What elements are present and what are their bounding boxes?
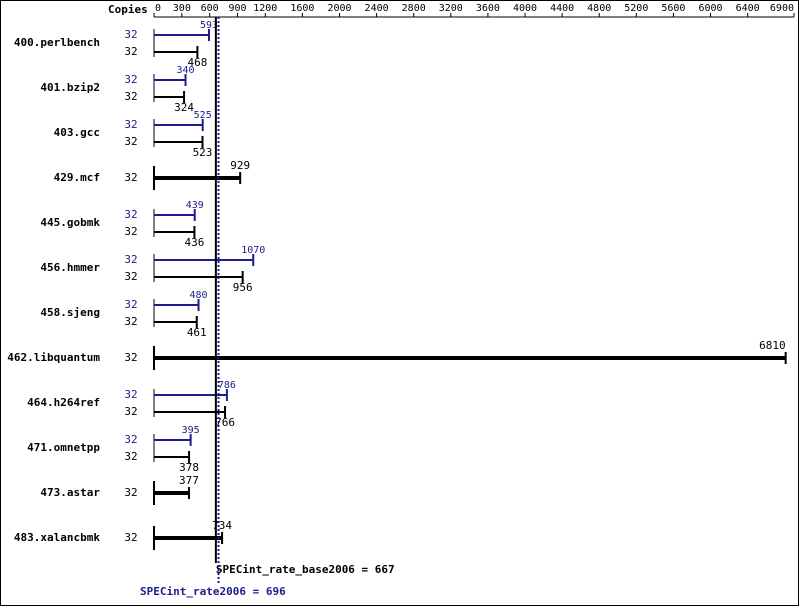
x-tick-label: 6400: [736, 3, 760, 14]
copies-label: 32: [124, 225, 137, 238]
copies-label: 32: [124, 171, 137, 184]
category-label: 401.bzip2: [40, 81, 100, 94]
value-label: 324: [174, 101, 194, 114]
value-label: 956: [233, 281, 253, 294]
category-label: 403.gcc: [54, 126, 100, 139]
x-tick-label: 2400: [365, 3, 389, 14]
x-tick-label: 300: [173, 3, 191, 14]
value-label: 786: [218, 380, 236, 391]
value-label: 525: [194, 110, 212, 121]
x-tick-label: 4800: [587, 3, 611, 14]
copies-label: 32: [124, 405, 137, 418]
value-label: 766: [215, 416, 235, 429]
copies-label: 32: [124, 270, 137, 283]
value-label: 929: [230, 159, 250, 172]
copies-header: Copies: [108, 3, 148, 16]
value-label: 523: [193, 146, 213, 159]
copies-label: 32: [124, 388, 137, 401]
x-tick-label: 5600: [661, 3, 685, 14]
category-label: 483.xalancbmk: [14, 531, 100, 544]
copies-label: 32: [124, 298, 137, 311]
x-tick-label: 4000: [513, 3, 537, 14]
value-label: 378: [179, 461, 199, 474]
x-tick-label: 6000: [698, 3, 722, 14]
reference-label: SPECint_rate_base2006 = 667: [216, 563, 395, 576]
category-label: 458.sjeng: [40, 306, 100, 319]
copies-label: 32: [124, 315, 137, 328]
category-label: 400.perlbench: [14, 36, 100, 49]
category-label: 429.mcf: [54, 171, 100, 184]
category-label: 462.libquantum: [7, 351, 100, 364]
category-label: 473.astar: [40, 486, 100, 499]
category-label: 456.hmmer: [40, 261, 100, 274]
copies-label: 32: [124, 433, 137, 446]
value-label: 6810: [759, 339, 786, 352]
x-tick-label: 1600: [290, 3, 314, 14]
value-label: 395: [182, 425, 200, 436]
copies-label: 32: [124, 45, 137, 58]
value-label: 377: [179, 474, 199, 487]
reference-label: SPECint_rate2006 = 696: [140, 585, 286, 598]
x-tick-label: 600: [201, 3, 219, 14]
value-label: 461: [187, 326, 207, 339]
x-tick-label: 2800: [402, 3, 426, 14]
copies-label: 32: [124, 118, 137, 131]
copies-label: 32: [124, 135, 137, 148]
value-label: 593: [200, 20, 218, 31]
category-label: 464.h264ref: [27, 396, 100, 409]
copies-label: 32: [124, 531, 137, 544]
copies-label: 32: [124, 486, 137, 499]
copies-label: 32: [124, 450, 137, 463]
copies-label: 32: [124, 90, 137, 103]
x-tick-label: 6900: [770, 3, 794, 14]
value-label: 436: [185, 236, 205, 249]
value-label: 1070: [241, 245, 265, 256]
copies-label: 32: [124, 73, 137, 86]
x-tick-label: 3200: [439, 3, 463, 14]
x-tick-label: 900: [228, 3, 246, 14]
value-label: 480: [189, 290, 207, 301]
value-label: 734: [212, 519, 232, 532]
x-tick-label: 3600: [476, 3, 500, 14]
x-tick-label: 4400: [550, 3, 574, 14]
x-tick-label: 2000: [327, 3, 351, 14]
copies-label: 32: [124, 351, 137, 364]
copies-label: 32: [124, 28, 137, 41]
category-label: 471.omnetpp: [27, 441, 100, 454]
copies-label: 32: [124, 253, 137, 266]
category-label: 445.gobmk: [40, 216, 100, 229]
x-tick-label: 0: [155, 3, 161, 14]
copies-label: 32: [124, 208, 137, 221]
value-label: 340: [177, 65, 195, 76]
x-tick-label: 1200: [253, 3, 277, 14]
value-label: 468: [187, 56, 207, 69]
value-label: 439: [186, 200, 204, 211]
x-tick-label: 5200: [624, 3, 648, 14]
